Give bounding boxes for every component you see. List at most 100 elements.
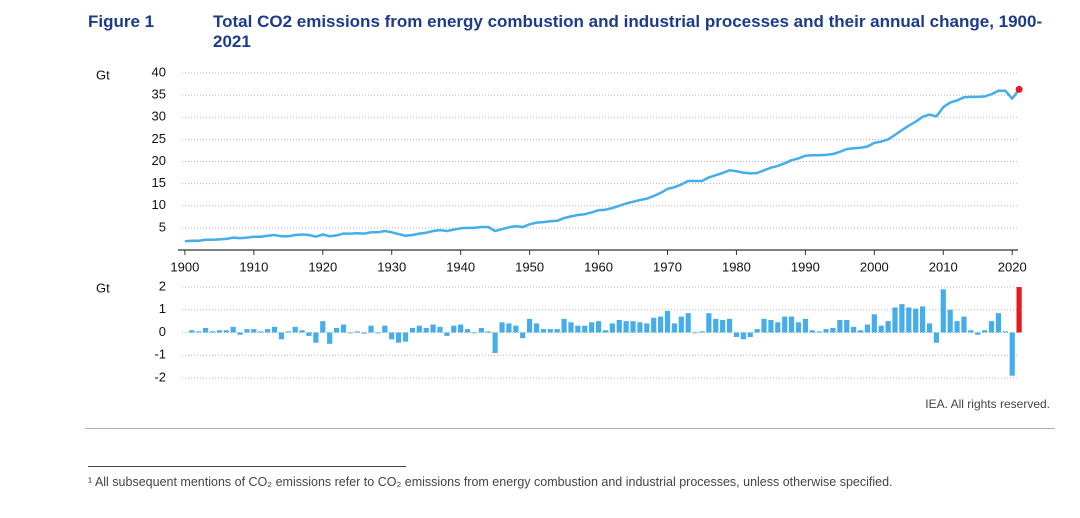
- bar: [685, 313, 691, 333]
- y-tick-label: 35: [152, 87, 166, 102]
- bar: [940, 289, 946, 333]
- bar: [458, 324, 464, 333]
- bar: [402, 332, 409, 342]
- bar: [630, 321, 636, 333]
- x-tick-label: 1950: [515, 259, 544, 274]
- bar: [333, 327, 340, 333]
- bar: [396, 332, 402, 343]
- y-tick-label: 0: [159, 324, 166, 339]
- bar: [823, 329, 829, 333]
- bar: [278, 332, 285, 340]
- bar: [216, 330, 222, 333]
- x-tick-label: 1970: [653, 259, 682, 274]
- bar: [623, 321, 629, 333]
- bar: [968, 330, 974, 333]
- bar: [678, 316, 684, 333]
- bar: [547, 329, 553, 333]
- chart-title: Total CO2 emissions from energy combusti…: [213, 12, 1043, 51]
- x-tick-label: 1920: [308, 259, 337, 274]
- y-tick-label: 10: [152, 197, 166, 212]
- bar: [575, 325, 581, 333]
- bar: [913, 308, 919, 333]
- bar: [513, 325, 519, 333]
- bar: [961, 316, 967, 333]
- bar: [837, 320, 843, 333]
- bar: [933, 332, 939, 343]
- y-tick-label: -1: [154, 347, 166, 362]
- bar: [844, 320, 850, 333]
- bar: [582, 325, 588, 333]
- bar: [189, 330, 195, 333]
- bar: [520, 332, 526, 339]
- bar: [692, 332, 698, 334]
- bar: [430, 324, 436, 333]
- bar: [299, 330, 305, 333]
- line: [184, 88, 1021, 243]
- bar: [1016, 287, 1022, 333]
- bar: [616, 320, 622, 333]
- figure-label: Figure 1: [88, 12, 155, 31]
- x-tick-label: 2010: [929, 259, 958, 274]
- bar: [885, 321, 891, 333]
- bar: [664, 310, 671, 333]
- bar: [954, 321, 960, 333]
- x-tick-label: 1900: [170, 259, 199, 274]
- bar: [589, 322, 595, 333]
- bar: [906, 307, 912, 333]
- bar: [251, 329, 257, 333]
- bar: [816, 331, 822, 333]
- bar: [995, 313, 1002, 333]
- bar: [733, 332, 740, 338]
- x-tick-label: 1910: [239, 259, 268, 274]
- bar: [499, 322, 505, 333]
- bar: [754, 329, 760, 333]
- y-tick-label: -2: [154, 369, 166, 384]
- bar: [382, 325, 388, 333]
- bar: [237, 332, 243, 335]
- bar: [699, 331, 705, 333]
- bar: [892, 307, 898, 333]
- x-tick-label: 1960: [584, 259, 613, 274]
- bar: [568, 322, 574, 333]
- bar: [926, 323, 933, 333]
- bar: [347, 332, 353, 334]
- bar: [451, 325, 457, 333]
- bar: [658, 316, 664, 333]
- bar: [506, 323, 512, 333]
- bar: [306, 332, 312, 336]
- x-tick-label: 1930: [377, 259, 406, 274]
- bar: [726, 318, 733, 333]
- bar: [561, 318, 567, 333]
- bar: [595, 321, 602, 333]
- bar: [209, 331, 216, 333]
- bar: [609, 323, 615, 333]
- bar: [492, 332, 498, 353]
- bar: [313, 332, 319, 343]
- y-tick-label: 25: [152, 131, 166, 146]
- bar: [795, 322, 802, 333]
- footnote-rule: [88, 466, 406, 467]
- bar: [423, 327, 429, 333]
- bar: [747, 332, 753, 338]
- bar: [809, 330, 815, 333]
- bar: [389, 332, 395, 340]
- bar: [409, 327, 416, 333]
- footnote: ¹ All subsequent mentions of CO₂ emissio…: [88, 475, 893, 489]
- bar: [871, 314, 877, 333]
- bar: [919, 306, 926, 333]
- bar: [706, 313, 712, 333]
- y-tick-label: 30: [152, 109, 166, 124]
- bar: [292, 326, 298, 333]
- bar: [782, 316, 788, 333]
- bar: [644, 323, 650, 333]
- bar: [761, 318, 767, 333]
- bar: [464, 329, 471, 333]
- bar: [982, 330, 988, 333]
- y-tick-label: 40: [152, 64, 166, 79]
- bar: [740, 332, 746, 340]
- bar: [720, 320, 726, 333]
- bar: [802, 318, 808, 333]
- x-tick-label: 2020: [998, 259, 1027, 274]
- bar: [988, 321, 995, 333]
